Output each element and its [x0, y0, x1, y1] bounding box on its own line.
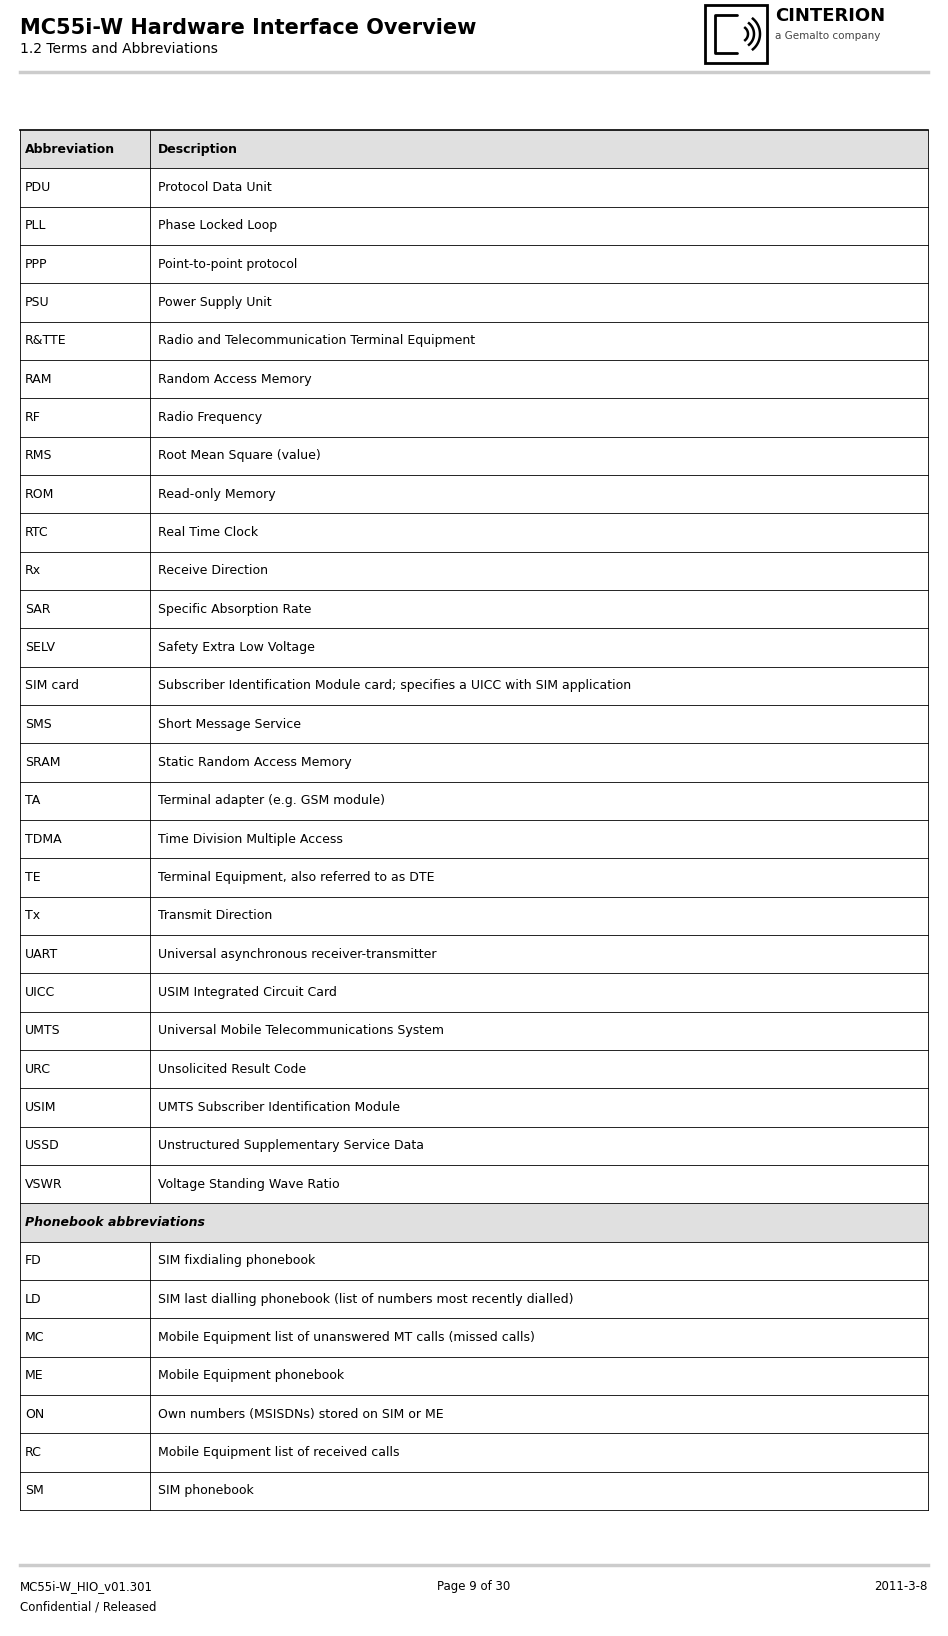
Text: TE: TE [25, 870, 41, 883]
Text: MC55i-W_HIO_v01.301: MC55i-W_HIO_v01.301 [20, 1580, 153, 1593]
Text: Description: Description [158, 142, 238, 155]
Text: 2011-3-8: 2011-3-8 [875, 1580, 928, 1593]
Text: USSD: USSD [25, 1139, 60, 1152]
Text: Radio Frequency: Radio Frequency [158, 411, 263, 424]
Text: Root Mean Square (value): Root Mean Square (value) [158, 450, 320, 463]
Text: USIM Integrated Circuit Card: USIM Integrated Circuit Card [158, 987, 337, 1000]
Text: Specific Absorption Rate: Specific Absorption Rate [158, 602, 311, 615]
Text: a Gemalto company: a Gemalto company [775, 31, 881, 41]
Text: Own numbers (MSISDNs) stored on SIM or ME: Own numbers (MSISDNs) stored on SIM or M… [158, 1407, 444, 1420]
Text: Terminal Equipment, also referred to as DTE: Terminal Equipment, also referred to as … [158, 870, 434, 883]
Text: SM: SM [25, 1484, 44, 1497]
Text: PSU: PSU [25, 296, 49, 309]
Text: TA: TA [25, 795, 40, 807]
Text: SELV: SELV [25, 641, 55, 654]
Text: SIM phonebook: SIM phonebook [158, 1484, 254, 1497]
Text: Mobile Equipment list of received calls: Mobile Equipment list of received calls [158, 1446, 399, 1459]
Text: Safety Extra Low Voltage: Safety Extra Low Voltage [158, 641, 315, 654]
Text: USIM: USIM [25, 1101, 57, 1114]
Text: Universal Mobile Telecommunications System: Universal Mobile Telecommunications Syst… [158, 1024, 444, 1037]
Text: Protocol Data Unit: Protocol Data Unit [158, 182, 272, 195]
Text: Read-only Memory: Read-only Memory [158, 488, 276, 501]
Text: Voltage Standing Wave Ratio: Voltage Standing Wave Ratio [158, 1178, 339, 1191]
Text: ROM: ROM [25, 488, 54, 501]
Text: Transmit Direction: Transmit Direction [158, 910, 272, 923]
Text: URC: URC [25, 1063, 51, 1075]
Text: Abbreviation: Abbreviation [25, 142, 115, 155]
Text: Unsolicited Result Code: Unsolicited Result Code [158, 1063, 306, 1075]
Text: FD: FD [25, 1255, 42, 1268]
Text: Phase Locked Loop: Phase Locked Loop [158, 219, 277, 232]
Text: SIM fixdialing phonebook: SIM fixdialing phonebook [158, 1255, 316, 1268]
Text: Power Supply Unit: Power Supply Unit [158, 296, 272, 309]
Text: Real Time Clock: Real Time Clock [158, 527, 258, 538]
Text: Page 9 of 30: Page 9 of 30 [437, 1580, 511, 1593]
Text: UMTS: UMTS [25, 1024, 61, 1037]
Text: ME: ME [25, 1369, 44, 1382]
Text: Static Random Access Memory: Static Random Access Memory [158, 756, 352, 769]
Text: UART: UART [25, 947, 58, 960]
Text: PLL: PLL [25, 219, 46, 232]
Text: PPP: PPP [25, 257, 47, 270]
Text: 1.2 Terms and Abbreviations: 1.2 Terms and Abbreviations [20, 43, 218, 56]
Text: UMTS Subscriber Identification Module: UMTS Subscriber Identification Module [158, 1101, 400, 1114]
Text: Mobile Equipment list of unanswered MT calls (missed calls): Mobile Equipment list of unanswered MT c… [158, 1332, 535, 1345]
Text: Mobile Equipment phonebook: Mobile Equipment phonebook [158, 1369, 344, 1382]
Text: RAM: RAM [25, 373, 52, 386]
Text: LD: LD [25, 1292, 42, 1306]
Text: PDU: PDU [25, 182, 51, 195]
Text: Time Division Multiple Access: Time Division Multiple Access [158, 833, 343, 846]
Text: SRAM: SRAM [25, 756, 61, 769]
Text: ON: ON [25, 1407, 45, 1420]
Text: SAR: SAR [25, 602, 50, 615]
Text: Phonebook abbreviations: Phonebook abbreviations [25, 1216, 205, 1229]
Text: Unstructured Supplementary Service Data: Unstructured Supplementary Service Data [158, 1139, 424, 1152]
Text: SMS: SMS [25, 718, 52, 731]
Text: SIM last dialling phonebook (list of numbers most recently dialled): SIM last dialling phonebook (list of num… [158, 1292, 574, 1306]
Text: Terminal adapter (e.g. GSM module): Terminal adapter (e.g. GSM module) [158, 795, 385, 807]
Text: RF: RF [25, 411, 41, 424]
Text: Point-to-point protocol: Point-to-point protocol [158, 257, 298, 270]
Text: VSWR: VSWR [25, 1178, 63, 1191]
Bar [20, 1204, 928, 1242]
Text: Subscriber Identification Module card; specifies a UICC with SIM application: Subscriber Identification Module card; s… [158, 679, 631, 692]
Text: Radio and Telecommunication Terminal Equipment: Radio and Telecommunication Terminal Equ… [158, 334, 475, 347]
Text: Rx: Rx [25, 564, 41, 578]
Bar [20, 129, 928, 169]
Text: MC: MC [25, 1332, 45, 1345]
Text: R&TTE: R&TTE [25, 334, 66, 347]
Text: Random Access Memory: Random Access Memory [158, 373, 312, 386]
Text: Universal asynchronous receiver-transmitter: Universal asynchronous receiver-transmit… [158, 947, 436, 960]
FancyBboxPatch shape [705, 5, 767, 64]
Text: RC: RC [25, 1446, 42, 1459]
Text: Tx: Tx [25, 910, 40, 923]
Text: TDMA: TDMA [25, 833, 62, 846]
Text: Receive Direction: Receive Direction [158, 564, 268, 578]
Text: RTC: RTC [25, 527, 48, 538]
Text: UICC: UICC [25, 987, 55, 1000]
Text: MC55i-W Hardware Interface Overview: MC55i-W Hardware Interface Overview [20, 18, 477, 38]
Text: Short Message Service: Short Message Service [158, 718, 301, 731]
Text: SIM card: SIM card [25, 679, 79, 692]
Text: Confidential / Released: Confidential / Released [20, 1600, 156, 1613]
Text: RMS: RMS [25, 450, 52, 463]
Text: CINTERION: CINTERION [775, 7, 885, 25]
